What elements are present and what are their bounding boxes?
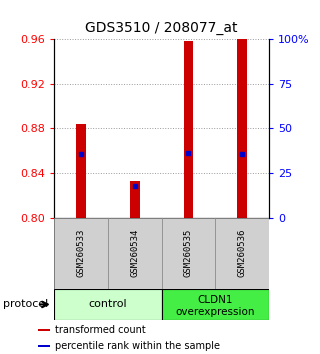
Text: control: control — [89, 299, 127, 309]
Bar — [162, 218, 215, 289]
Text: percentile rank within the sample: percentile rank within the sample — [55, 341, 220, 351]
Bar — [54, 218, 108, 289]
Text: GSM260535: GSM260535 — [184, 229, 193, 277]
Bar — [76, 124, 86, 218]
Bar — [130, 181, 140, 218]
Bar — [184, 41, 193, 218]
Bar — [38, 345, 50, 347]
Bar — [162, 289, 269, 320]
Text: CLDN1
overexpression: CLDN1 overexpression — [175, 295, 255, 317]
Bar — [215, 218, 269, 289]
Text: GSM260534: GSM260534 — [130, 229, 139, 277]
Bar — [38, 329, 50, 331]
Text: transformed count: transformed count — [55, 325, 146, 335]
Text: GSM260533: GSM260533 — [77, 229, 86, 277]
Title: GDS3510 / 208077_at: GDS3510 / 208077_at — [85, 21, 238, 35]
Bar — [54, 289, 162, 320]
Text: GSM260536: GSM260536 — [237, 229, 246, 277]
Text: protocol: protocol — [3, 299, 48, 309]
Bar — [108, 218, 162, 289]
Bar — [237, 39, 247, 218]
